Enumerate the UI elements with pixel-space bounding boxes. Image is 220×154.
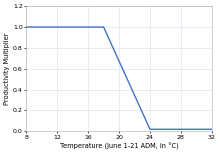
Y-axis label: Productivity Multiplier: Productivity Multiplier xyxy=(4,32,10,105)
X-axis label: Temperature (June 1-21 ADM, in °C): Temperature (June 1-21 ADM, in °C) xyxy=(60,143,178,150)
